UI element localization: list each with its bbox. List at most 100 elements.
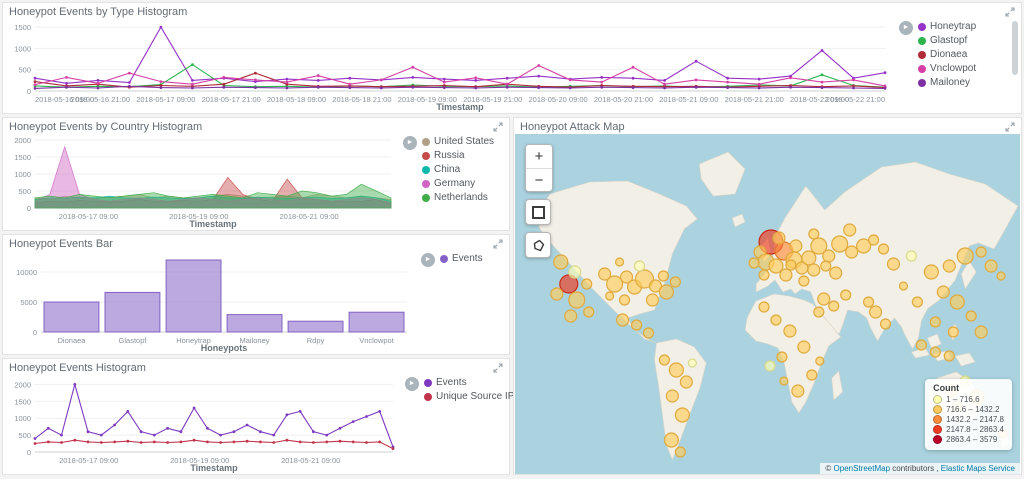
attack-bubble[interactable]	[783, 324, 797, 338]
attack-bubble[interactable]	[965, 310, 977, 322]
attack-bubble[interactable]	[840, 289, 852, 301]
legend-item-events[interactable]: Events	[424, 377, 519, 388]
attack-bubble[interactable]	[748, 257, 760, 269]
attack-bubble[interactable]	[630, 319, 643, 331]
attack-bubble[interactable]	[568, 291, 586, 309]
attack-bubble[interactable]	[606, 275, 624, 293]
line-series-Events[interactable]	[34, 382, 394, 448]
attack-bubble[interactable]	[828, 300, 840, 312]
attack-bubble[interactable]	[984, 259, 998, 273]
bar-Honeytrap[interactable]	[165, 259, 222, 333]
legend-item-russia[interactable]: Russia	[422, 150, 494, 161]
attack-bubble[interactable]	[843, 223, 857, 237]
events-bar-plot[interactable]: 0 5000 10000 Dionaea Glastopf Honeytrap Mailon…	[5, 251, 415, 354]
attack-bubble[interactable]	[807, 263, 821, 277]
attack-bubble[interactable]	[679, 375, 693, 389]
bar-Dionaea[interactable]	[43, 301, 100, 333]
attack-bubble[interactable]	[877, 243, 890, 255]
attack-bubble[interactable]	[915, 339, 927, 351]
attack-bubble[interactable]	[817, 292, 831, 306]
attack-bubble[interactable]	[813, 306, 825, 318]
attack-bubble[interactable]	[815, 356, 825, 366]
bar-Glastopf[interactable]	[104, 291, 161, 333]
chart-events-histogram[interactable]: 0 500 1000 1500 2000 2018-05-17 09:00 2018-05-…	[5, 375, 401, 474]
attack-bubble[interactable]	[605, 291, 615, 301]
attack-bubble[interactable]	[949, 294, 965, 310]
attack-bubble[interactable]	[553, 254, 569, 270]
attack-bubble[interactable]	[674, 407, 690, 423]
line-series-Vnclowpot[interactable]	[34, 64, 886, 87]
legend-item-china[interactable]: China	[422, 164, 494, 175]
attack-bubble[interactable]	[808, 228, 820, 240]
attack-bubble[interactable]	[886, 257, 901, 271]
legend-item-united-states[interactable]: United States	[422, 136, 494, 147]
attack-bubble[interactable]	[633, 260, 646, 272]
attack-bubble[interactable]	[663, 432, 679, 448]
attack-bubble[interactable]	[564, 309, 578, 323]
attack-bubble[interactable]	[845, 245, 859, 259]
attack-bubble[interactable]	[598, 267, 612, 281]
attack-bubble[interactable]	[776, 351, 788, 363]
legend-item-dionaea[interactable]: Dionaea	[918, 49, 976, 60]
attack-bubble[interactable]	[923, 264, 939, 280]
attack-bubble[interactable]	[785, 259, 797, 271]
legend-toggle-icon[interactable]: ►	[403, 136, 417, 150]
events-histogram-plot[interactable]: 0 500 1000 1500 2000 2018-05-17 09:00 2018-05-…	[5, 375, 401, 474]
attack-bubble[interactable]	[868, 234, 880, 246]
legend-item-honeytrap[interactable]: Honeytrap	[918, 21, 976, 32]
attack-bubble[interactable]	[863, 296, 875, 308]
line-series-Dionaea[interactable]	[34, 72, 886, 89]
attack-bubble[interactable]	[806, 369, 818, 381]
attack-bubble[interactable]	[974, 325, 988, 339]
attack-bubble[interactable]	[798, 275, 810, 287]
legend-toggle-icon[interactable]: ►	[421, 253, 435, 267]
area-series-China[interactable]	[34, 195, 392, 209]
bar-Vnclowpot[interactable]	[348, 311, 405, 333]
attack-bubble[interactable]	[779, 268, 793, 282]
line-series-Unique Source IPs[interactable]	[34, 439, 394, 450]
chart-events-by-type[interactable]: 0 500 1000 1500 2018-05-16 09:00 2018-05-16 2…	[5, 19, 893, 113]
attack-bubble[interactable]	[829, 266, 843, 280]
zoom-out-button[interactable]: −	[526, 168, 552, 191]
attack-bubble[interactable]	[657, 270, 669, 282]
legend-toggle-icon[interactable]: ►	[899, 21, 913, 35]
expand-panel-icon[interactable]	[493, 122, 503, 132]
elastic-maps-service-link[interactable]: Elastic Maps Service	[940, 464, 1015, 473]
legend-item-unique-source-ips[interactable]: Unique Source IPs	[424, 391, 519, 402]
legend-item-germany[interactable]: Germany	[422, 178, 494, 189]
openstreetmap-link[interactable]: OpenStreetMap	[833, 464, 891, 473]
fit-data-bounds-button[interactable]	[525, 199, 551, 225]
attack-bubble[interactable]	[619, 270, 634, 284]
attack-bubble[interactable]	[669, 276, 681, 288]
attack-bubble[interactable]	[648, 279, 663, 293]
attack-bubble[interactable]	[770, 314, 782, 326]
attack-bubble[interactable]	[791, 384, 805, 398]
attack-bubble[interactable]	[758, 269, 770, 281]
attack-bubble[interactable]	[947, 326, 959, 338]
attack-bubble[interactable]	[618, 294, 631, 306]
attack-bubble[interactable]	[559, 274, 579, 294]
zoom-in-button[interactable]: +	[526, 145, 552, 168]
attack-bubble[interactable]	[550, 287, 564, 301]
attack-bubble[interactable]	[789, 239, 803, 253]
attack-bubble[interactable]	[616, 313, 630, 327]
attack-bubble[interactable]	[898, 281, 909, 291]
attack-bubble[interactable]	[634, 269, 655, 289]
attack-bubble[interactable]	[820, 260, 832, 272]
attack-bubble[interactable]	[779, 376, 789, 386]
expand-panel-icon[interactable]	[1005, 122, 1015, 132]
area-series-Netherlands[interactable]	[34, 183, 392, 209]
attack-bubble[interactable]	[772, 231, 786, 245]
legend-scrollbar[interactable]	[1012, 21, 1018, 75]
legend-item-glastopf[interactable]: Glastopf	[918, 35, 976, 46]
attack-bubble[interactable]	[581, 278, 593, 290]
line-series-Honeytrap[interactable]	[34, 26, 886, 84]
area-series-Russia[interactable]	[34, 176, 392, 209]
attack-bubble[interactable]	[856, 238, 872, 254]
attack-bubble[interactable]	[911, 296, 923, 308]
attack-bubble[interactable]	[687, 358, 697, 368]
legend-item-mailoney[interactable]: Mailoney	[918, 77, 976, 88]
events-by-country-plot[interactable]: 0 500 1000 1500 2000 2018-05-17 09:00 2018-05-…	[5, 134, 399, 230]
attack-bubble[interactable]	[879, 318, 892, 330]
